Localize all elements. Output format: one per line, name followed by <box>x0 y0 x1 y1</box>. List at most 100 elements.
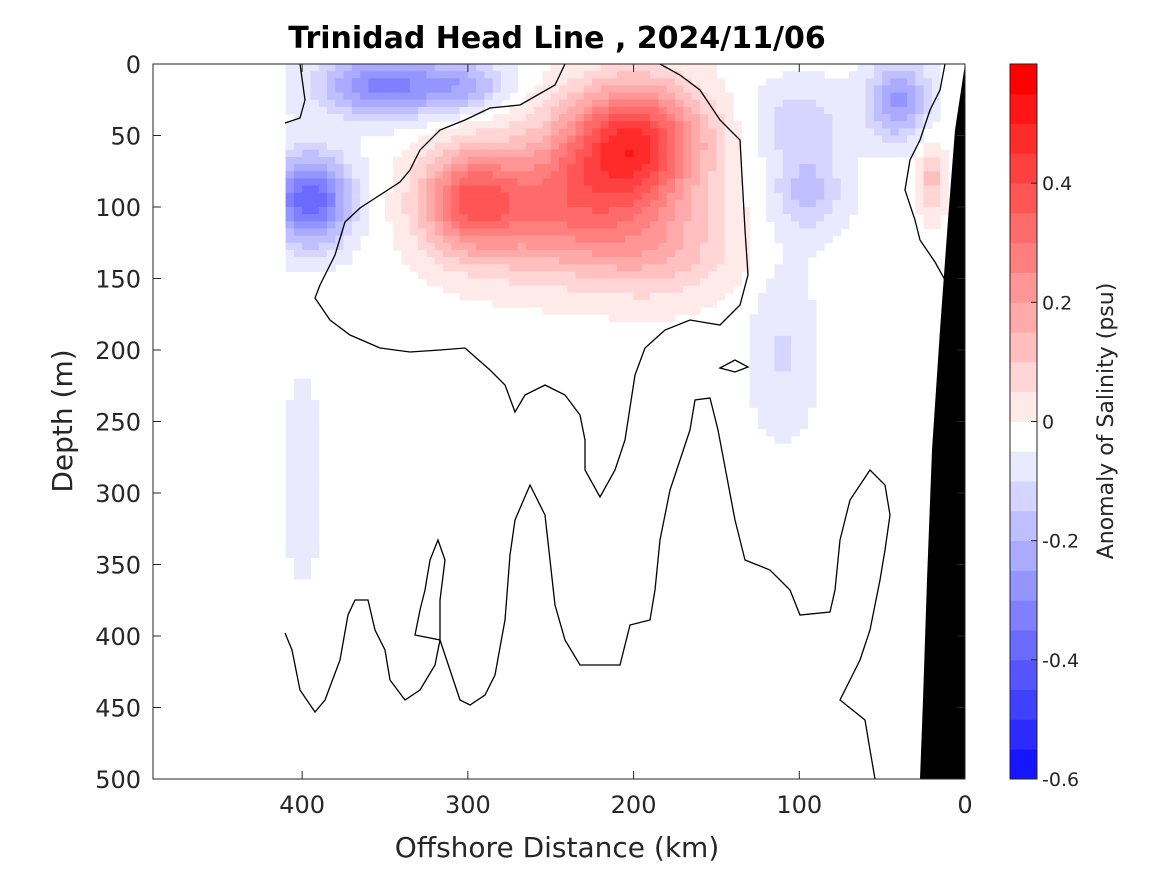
field-cell <box>559 249 568 258</box>
field-cell <box>658 185 668 194</box>
field-cell <box>691 71 701 79</box>
field-cell <box>650 164 660 172</box>
field-cell <box>923 64 933 72</box>
field-cell <box>650 228 660 237</box>
field-cell <box>351 156 361 165</box>
field-cell <box>592 228 602 237</box>
field-cell <box>666 156 676 165</box>
field-cell <box>443 178 452 187</box>
field-cell <box>683 278 693 287</box>
field-cell <box>791 85 800 94</box>
field-cell <box>376 71 386 79</box>
field-cell <box>708 264 718 272</box>
field-cell <box>451 214 461 222</box>
field-cell <box>832 85 842 94</box>
field-cell <box>418 85 428 94</box>
field-cell <box>733 142 742 151</box>
field-cell <box>782 156 792 165</box>
field-cell <box>451 221 461 230</box>
field-cell <box>857 85 867 94</box>
field-cell <box>476 185 486 194</box>
field-cell <box>749 350 759 358</box>
field-cell <box>459 156 469 165</box>
field-cell <box>633 142 643 151</box>
field-cell <box>832 228 842 237</box>
field-cell <box>385 106 394 115</box>
field-cell <box>658 285 668 294</box>
field-cell <box>766 357 776 365</box>
field-cell <box>766 192 776 201</box>
field-cell <box>865 114 875 122</box>
field-cell <box>310 114 320 122</box>
field-cell <box>658 156 668 165</box>
field-cell <box>617 171 626 179</box>
field-cell <box>915 164 925 172</box>
field-cell <box>625 285 635 294</box>
field-cell <box>426 78 436 87</box>
field-cell <box>766 335 776 344</box>
field-cell <box>542 221 552 230</box>
field-cell <box>641 185 651 194</box>
field-cell <box>343 156 353 165</box>
field-cell <box>459 99 469 108</box>
field-cell <box>575 235 585 244</box>
field-cell <box>310 507 320 516</box>
field-cell <box>575 264 585 272</box>
field-cell <box>683 285 693 294</box>
field-cell <box>923 199 933 208</box>
field-cell <box>625 264 635 272</box>
field-cell <box>492 64 502 72</box>
field-cell <box>302 385 312 394</box>
field-cell <box>890 92 900 101</box>
field-cell <box>683 71 693 79</box>
field-cell <box>675 221 684 230</box>
field-cell <box>857 114 867 122</box>
field-cell <box>733 149 742 158</box>
field-cell <box>617 85 626 94</box>
field-cell <box>683 78 693 87</box>
field-cell <box>501 71 510 79</box>
field-cell <box>542 71 552 79</box>
field-cell <box>774 164 784 172</box>
field-cell <box>310 214 320 222</box>
field-cell <box>625 235 635 244</box>
field-cell <box>409 106 419 115</box>
field-cell <box>915 64 925 72</box>
field-cell <box>766 400 776 408</box>
field-cell <box>509 171 519 179</box>
field-cell <box>708 149 718 158</box>
field-cell <box>426 114 436 122</box>
field-cell <box>658 106 668 115</box>
field-cell <box>293 478 303 487</box>
field-cell <box>351 192 361 201</box>
field-cell <box>451 71 461 79</box>
field-cell <box>525 185 535 194</box>
field-cell <box>849 114 858 122</box>
field-cell <box>766 171 776 179</box>
field-cell <box>459 128 469 137</box>
field-cell <box>699 121 709 129</box>
field-cell <box>285 521 295 530</box>
field-cell <box>907 85 916 94</box>
field-cell <box>310 128 320 137</box>
field-cell <box>873 142 883 151</box>
field-cell <box>683 185 693 194</box>
field-cell <box>774 414 784 423</box>
field-cell <box>633 292 643 301</box>
field-cell <box>467 221 477 230</box>
field-cell <box>302 535 312 544</box>
field-cell <box>741 257 751 265</box>
field-cell <box>385 121 394 129</box>
field-cell <box>931 106 941 115</box>
field-cell <box>617 164 626 172</box>
field-cell <box>409 264 419 272</box>
field-cell <box>923 185 933 194</box>
field-cell <box>915 207 925 215</box>
field-cell <box>774 421 784 430</box>
field-cell <box>360 85 370 94</box>
field-cell <box>310 407 320 415</box>
field-cell <box>302 450 312 458</box>
field-cell <box>327 178 336 187</box>
field-cell <box>459 249 469 258</box>
